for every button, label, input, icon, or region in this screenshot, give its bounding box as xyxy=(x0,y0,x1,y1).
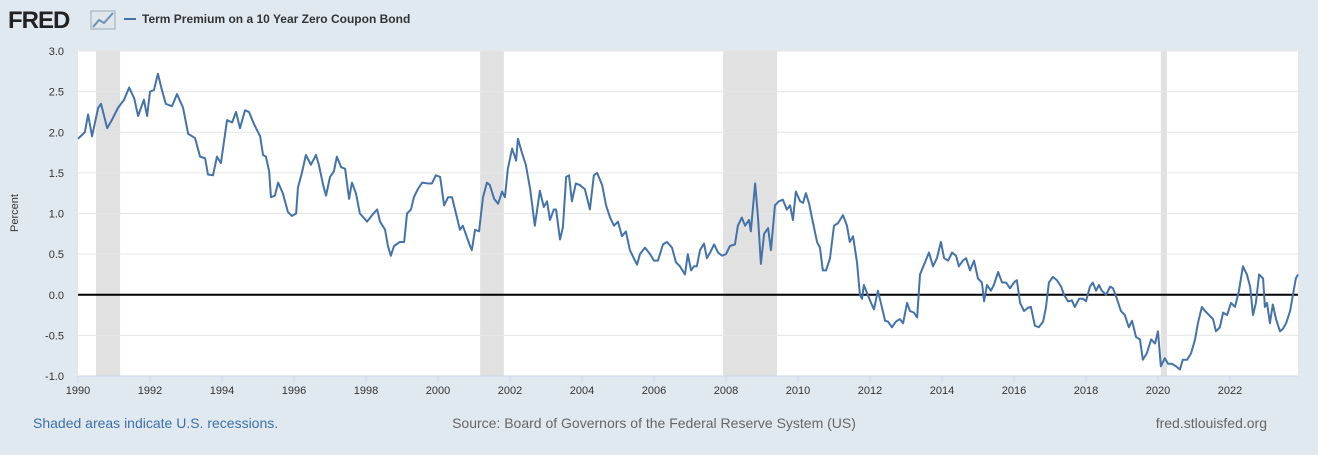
x-tick-label: 2004 xyxy=(570,385,594,397)
y-tick-label: 2.0 xyxy=(49,127,64,139)
y-tick-label: 2.5 xyxy=(49,87,64,99)
y-tick-label: 3.0 xyxy=(49,46,64,58)
recession-note[interactable]: Shaded areas indicate U.S. recessions. xyxy=(33,415,278,431)
logo-icon xyxy=(90,10,116,30)
y-tick-label: 0.0 xyxy=(49,290,64,302)
x-tick-label: 1996 xyxy=(282,385,306,397)
x-tick-label: 2000 xyxy=(426,385,450,397)
y-tick-label: -0.5 xyxy=(45,330,64,342)
x-tick-label: 2022 xyxy=(1218,385,1242,397)
x-tick-label: 2016 xyxy=(1002,385,1026,397)
y-tick-label: 0.5 xyxy=(49,249,64,261)
series-line xyxy=(77,72,1299,371)
x-tick-label: 2018 xyxy=(1074,385,1098,397)
x-tick-label: 1994 xyxy=(210,385,234,397)
x-tick-label: 2010 xyxy=(786,385,810,397)
y-axis-label: Percent xyxy=(9,194,21,232)
x-tick-label: 2020 xyxy=(1146,385,1170,397)
logo[interactable]: FRED xyxy=(8,7,71,34)
legend-label: Term Premium on a 10 Year Zero Coupon Bo… xyxy=(142,12,410,26)
x-tick-label: 1998 xyxy=(354,385,378,397)
y-tick-label: 1.0 xyxy=(49,209,64,221)
source: Source: Board of Governors of the Federa… xyxy=(452,415,856,431)
logo-box xyxy=(90,10,116,30)
x-tick-label: 1990 xyxy=(66,385,90,397)
site[interactable]: fred.stlouisfed.org xyxy=(1156,415,1267,431)
x-tick-label: 2014 xyxy=(930,385,954,397)
y-tick-label: -1.0 xyxy=(45,371,64,383)
x-tick-label: 2006 xyxy=(642,385,666,397)
logo-line xyxy=(92,12,114,28)
y-tick-label: 1.5 xyxy=(49,168,64,180)
x-tick-label: 2008 xyxy=(714,385,738,397)
x-tick-label: 2012 xyxy=(858,385,882,397)
x-tick-label: 2002 xyxy=(498,385,522,397)
x-tick-label: 1992 xyxy=(138,385,162,397)
